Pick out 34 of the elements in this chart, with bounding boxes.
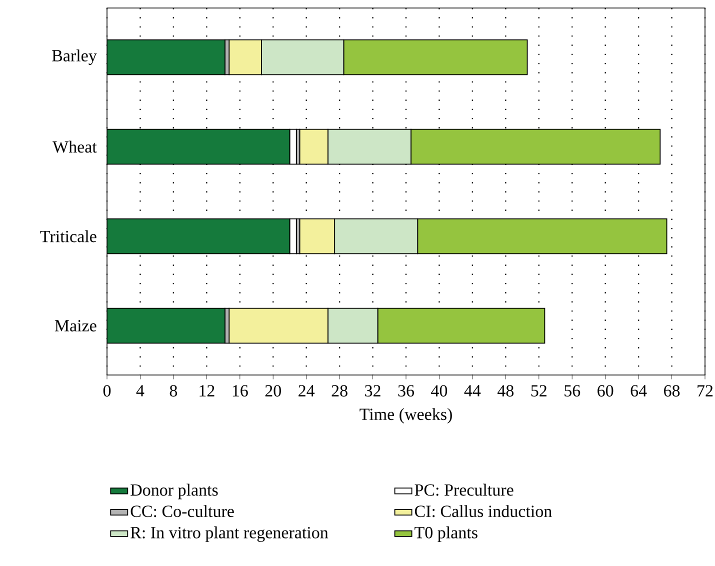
bar [107, 308, 226, 344]
y-tick-label: Maize [54, 320, 96, 332]
x-tick-label: 40 [431, 385, 448, 397]
x-axis-title: Time (weeks) [360, 408, 452, 424]
x-tick-label: 16 [232, 385, 248, 397]
legend-label: R: In vitro plant regeneration [130, 526, 328, 542]
x-tick-label: 68 [664, 385, 680, 397]
x-tick-label: 24 [298, 385, 315, 396]
y-tick-label: Triticale [40, 230, 96, 242]
y-tick-label: Barley [52, 49, 97, 65]
legend-label: PC: Preculture [414, 484, 514, 496]
x-tick-label: 44 [464, 385, 481, 396]
legend-label: Donor plants [130, 484, 218, 500]
legend-label: T0 plants [414, 526, 478, 542]
x-tick-label: 32 [365, 385, 380, 397]
legend-label: CI: Callus induction [414, 505, 552, 518]
x-tick-label: 20 [265, 385, 281, 397]
bar [107, 128, 290, 165]
x-tick-label: 36 [398, 385, 414, 397]
x-tick-label: 8 [170, 385, 178, 397]
x-tick-label: 0 [103, 385, 111, 397]
bar [107, 218, 290, 254]
x-tick-label: 4 [136, 385, 144, 396]
x-tick-label: 72 [698, 385, 713, 396]
x-tick-label: 56 [564, 385, 580, 397]
x-tick-label: 48 [498, 385, 514, 397]
legend-label: CC: Co-culture [130, 505, 234, 518]
x-tick-label: 64 [630, 385, 647, 397]
x-tick-label: 52 [531, 385, 546, 397]
bar [107, 39, 226, 76]
y-tick-label: Wheat [52, 140, 97, 153]
x-tick-label: 28 [332, 385, 348, 397]
x-tick-label: 60 [598, 385, 614, 397]
x-tick-label: 12 [200, 385, 214, 396]
